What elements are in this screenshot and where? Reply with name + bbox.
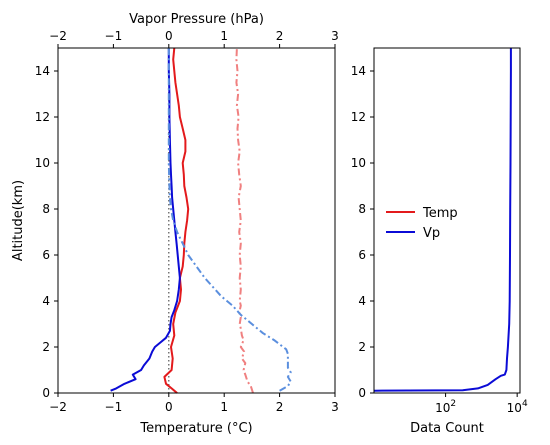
right-y-tick-label: 14 <box>351 64 366 78</box>
y-tick-label: 14 <box>35 64 50 78</box>
x2-tick-label: −2 <box>49 29 67 43</box>
tick-exponent: 4 <box>522 399 528 409</box>
series-vp-count-line <box>373 48 512 392</box>
series-vp-dashdot-line <box>167 48 292 392</box>
legend: Temp Vp <box>386 206 458 241</box>
x2-tick-label: 2 <box>276 29 284 43</box>
x2-tick-label: 1 <box>220 29 228 43</box>
x-tick-label: 2 <box>276 400 284 414</box>
series-vp-solid-line <box>110 48 181 392</box>
x-tick-label: 1 <box>220 400 228 414</box>
right-y-tick-label: 6 <box>358 248 366 262</box>
right-y-tick-label: 8 <box>358 202 366 216</box>
x2-tick-label: 0 <box>165 29 173 43</box>
legend-label-vp: Vp <box>423 226 440 241</box>
y-tick-label: 10 <box>35 156 50 170</box>
left-plot-frame <box>57 47 336 394</box>
right-x-tick-label: 102 <box>435 399 456 415</box>
right-plot-frame <box>373 47 521 394</box>
x2-axis-label: Vapor Pressure (hPa) <box>129 12 264 27</box>
y-tick-label: 4 <box>42 294 50 308</box>
y-tick-label: 2 <box>42 340 50 354</box>
y-tick-label: 8 <box>42 202 50 216</box>
y-tick-label: 12 <box>35 110 50 124</box>
tick-exponent: 2 <box>450 399 456 409</box>
legend-label-temp: Temp <box>422 206 458 221</box>
series-temp-solid-line <box>163 47 190 394</box>
right-y-tick-label: 10 <box>351 156 366 170</box>
right-y-tick-label: 4 <box>358 294 366 308</box>
y-tick-label: 0 <box>42 386 50 400</box>
y-axis-label: Altitude(km) <box>11 180 26 261</box>
right-y-tick-label: 0 <box>358 386 366 400</box>
right-y-tick-label: 2 <box>358 340 366 354</box>
y-tick-label: 6 <box>42 248 50 262</box>
x2-tick-label: 3 <box>331 29 339 43</box>
right-x-tick-label: 104 <box>507 399 528 415</box>
x2-tick-label: −1 <box>105 29 123 43</box>
tick-base: 10 <box>435 401 450 415</box>
right-x-axis-label: Data Count <box>410 421 484 436</box>
x-axis-label: Temperature (°C) <box>139 421 252 436</box>
x-tick-label: −2 <box>49 400 67 414</box>
tick-base: 10 <box>507 401 522 415</box>
x-tick-label: 0 <box>165 400 173 414</box>
right-y-tick-label: 12 <box>351 110 366 124</box>
x-tick-label: −1 <box>105 400 123 414</box>
series-temp-dashdot-line <box>235 47 254 394</box>
x-tick-label: 3 <box>331 400 339 414</box>
